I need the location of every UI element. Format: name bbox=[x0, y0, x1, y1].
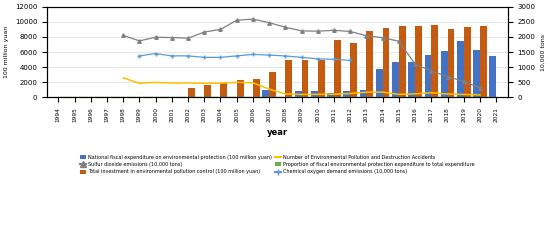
Bar bbox=[415, 26, 422, 97]
Bar bbox=[334, 40, 341, 97]
Legend: National fiscal expenditure on environmental protection (100 million yuan), Sulf: National fiscal expenditure on environme… bbox=[78, 153, 477, 176]
Bar bbox=[343, 91, 350, 97]
Bar bbox=[188, 88, 195, 97]
Bar bbox=[408, 62, 415, 97]
X-axis label: year: year bbox=[267, 128, 288, 137]
Bar bbox=[473, 50, 480, 97]
Bar bbox=[490, 56, 496, 97]
Bar bbox=[269, 72, 276, 97]
Bar bbox=[253, 79, 260, 97]
Bar bbox=[448, 29, 454, 97]
Bar bbox=[350, 43, 357, 97]
Bar bbox=[457, 42, 464, 97]
Bar bbox=[204, 85, 211, 97]
Bar bbox=[441, 51, 448, 97]
Bar bbox=[392, 62, 399, 97]
Bar bbox=[480, 26, 487, 97]
Bar bbox=[399, 26, 406, 97]
Y-axis label: 10,000 tons: 10,000 tons bbox=[541, 33, 546, 71]
Bar bbox=[431, 25, 438, 97]
Bar bbox=[301, 60, 309, 97]
Bar bbox=[285, 60, 292, 97]
Bar bbox=[425, 55, 431, 97]
Bar bbox=[295, 91, 301, 97]
Bar bbox=[383, 28, 389, 97]
Bar bbox=[327, 93, 334, 97]
Bar bbox=[366, 31, 373, 97]
Bar bbox=[318, 60, 324, 97]
Bar bbox=[464, 27, 471, 97]
Bar bbox=[221, 83, 227, 97]
Bar bbox=[262, 90, 269, 97]
Y-axis label: 100 million yuan: 100 million yuan bbox=[4, 26, 9, 78]
Bar bbox=[376, 69, 383, 97]
Bar bbox=[311, 91, 318, 97]
Bar bbox=[360, 90, 366, 97]
Bar bbox=[236, 80, 244, 97]
